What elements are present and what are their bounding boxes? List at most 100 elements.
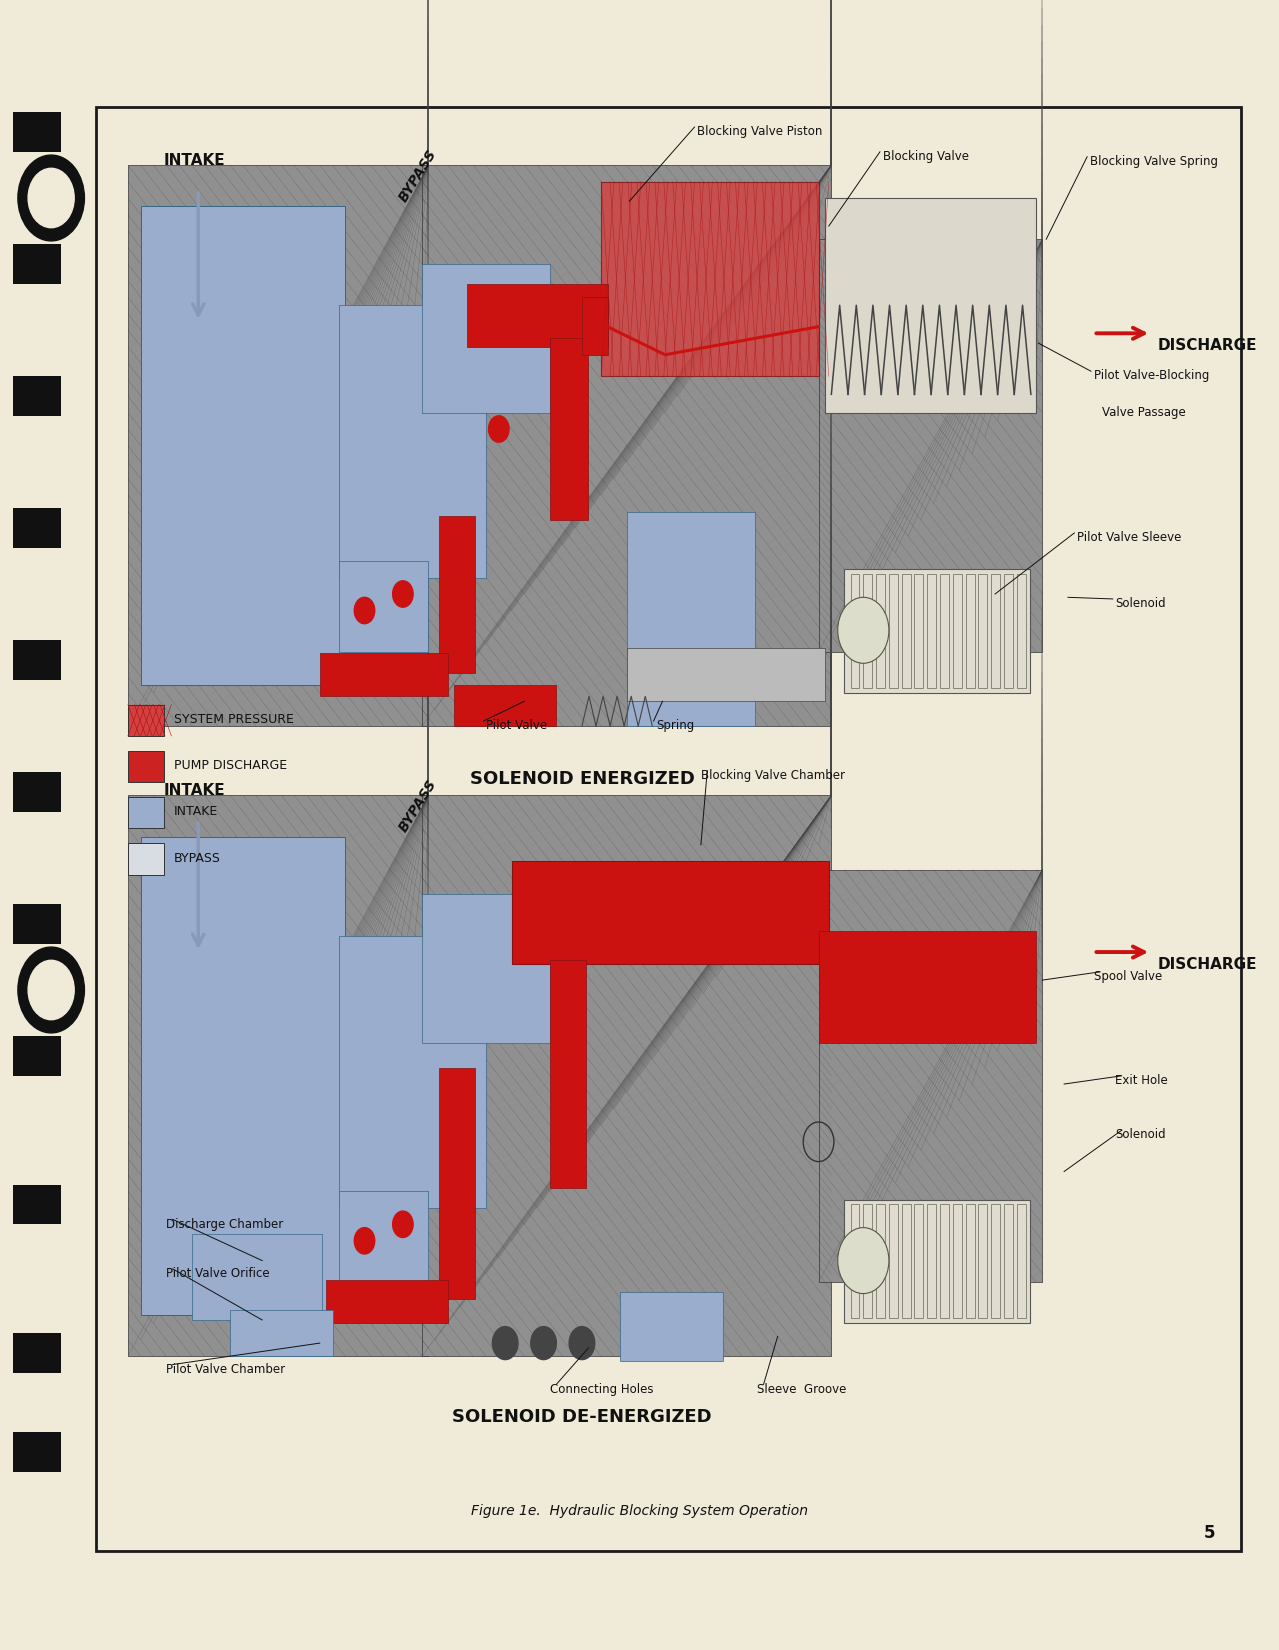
Bar <box>914 1204 923 1318</box>
Bar <box>940 574 949 688</box>
Text: INTAKE: INTAKE <box>174 805 219 818</box>
Bar <box>1004 574 1013 688</box>
Bar <box>620 1292 723 1361</box>
Bar <box>128 165 428 726</box>
Bar <box>230 1310 333 1356</box>
Bar <box>940 1204 949 1318</box>
Bar <box>13 112 61 152</box>
Text: Pilot Valve: Pilot Valve <box>486 719 547 733</box>
Bar <box>339 936 486 1208</box>
Bar <box>902 574 911 688</box>
Text: Discharge Chamber: Discharge Chamber <box>166 1218 284 1231</box>
Text: PUMP DISCHARGE: PUMP DISCHARGE <box>174 759 286 772</box>
Text: INTAKE: INTAKE <box>164 784 225 799</box>
Text: Blocking Valve Chamber: Blocking Valve Chamber <box>701 769 845 782</box>
Text: Pilot Valve Orifice: Pilot Valve Orifice <box>166 1267 270 1280</box>
Bar <box>876 574 885 688</box>
Bar <box>192 1234 322 1320</box>
Bar <box>1004 1204 1013 1318</box>
Circle shape <box>489 416 509 442</box>
Bar <box>851 574 859 688</box>
Circle shape <box>838 597 889 663</box>
Text: Pilot Valve-Blocking: Pilot Valve-Blocking <box>1094 370 1209 383</box>
Bar <box>13 376 61 416</box>
Bar <box>851 1204 859 1318</box>
Bar <box>927 574 936 688</box>
Text: Blocking Valve Piston: Blocking Valve Piston <box>697 125 822 139</box>
Bar <box>627 648 825 701</box>
Text: BYPASS: BYPASS <box>396 147 440 205</box>
Circle shape <box>18 947 84 1033</box>
Bar <box>13 1036 61 1076</box>
Bar <box>819 931 1036 1043</box>
Bar <box>1017 574 1026 688</box>
Bar <box>141 206 345 685</box>
Text: Pilot Valve Sleeve: Pilot Valve Sleeve <box>1077 531 1182 545</box>
Bar <box>454 685 556 726</box>
Bar <box>953 574 962 688</box>
Bar <box>550 960 586 1188</box>
Bar <box>339 561 428 652</box>
Circle shape <box>838 1228 889 1294</box>
Text: Spring: Spring <box>656 719 694 733</box>
Text: Sleeve  Groove: Sleeve Groove <box>757 1383 847 1396</box>
Circle shape <box>354 1228 375 1254</box>
Text: INTAKE: INTAKE <box>164 153 225 168</box>
Bar <box>889 1204 898 1318</box>
Bar <box>966 1204 975 1318</box>
Bar <box>825 198 1036 412</box>
Bar <box>978 1204 987 1318</box>
Bar <box>13 772 61 812</box>
Bar <box>13 508 61 548</box>
Bar <box>601 182 819 376</box>
Text: Solenoid: Solenoid <box>1115 1129 1166 1142</box>
Bar <box>582 297 608 355</box>
Text: SYSTEM PRESSURE: SYSTEM PRESSURE <box>174 713 294 726</box>
Bar <box>627 512 755 726</box>
Bar <box>422 894 550 1043</box>
Bar <box>550 338 588 520</box>
Circle shape <box>354 597 375 624</box>
Circle shape <box>492 1327 518 1360</box>
Text: SOLENOID ENERGIZED: SOLENOID ENERGIZED <box>469 771 694 787</box>
Bar <box>13 640 61 680</box>
Circle shape <box>569 1327 595 1360</box>
Bar <box>422 165 831 726</box>
Bar <box>914 574 923 688</box>
Bar <box>320 653 448 696</box>
Bar <box>889 574 898 688</box>
Circle shape <box>531 1327 556 1360</box>
Text: Valve Passage: Valve Passage <box>1102 406 1186 419</box>
Bar <box>13 244 61 284</box>
Text: SOLENOID DE-ENERGIZED: SOLENOID DE-ENERGIZED <box>453 1409 711 1426</box>
Bar <box>991 574 1000 688</box>
Text: BYPASS: BYPASS <box>174 851 221 865</box>
Text: Exit Hole: Exit Hole <box>1115 1074 1168 1087</box>
Circle shape <box>18 155 84 241</box>
Text: Spool Valve: Spool Valve <box>1094 970 1161 983</box>
Text: Pilot Valve Chamber: Pilot Valve Chamber <box>166 1363 285 1376</box>
Text: Blocking Valve Spring: Blocking Valve Spring <box>1090 155 1218 168</box>
Bar <box>863 574 872 688</box>
Bar <box>439 1068 475 1299</box>
Bar <box>439 516 475 673</box>
Bar <box>844 569 1030 693</box>
Text: BYPASS: BYPASS <box>396 777 440 835</box>
Bar <box>128 705 164 736</box>
Bar <box>902 1204 911 1318</box>
Bar <box>422 795 831 1356</box>
Bar <box>876 1204 885 1318</box>
Bar <box>13 904 61 944</box>
Bar <box>128 795 428 1356</box>
Bar <box>512 861 829 964</box>
Bar <box>1017 1204 1026 1318</box>
Bar <box>966 574 975 688</box>
Bar <box>13 1333 61 1373</box>
Bar <box>326 1280 448 1323</box>
Text: DISCHARGE: DISCHARGE <box>1157 957 1257 972</box>
Bar <box>844 1200 1030 1323</box>
Circle shape <box>393 1211 413 1238</box>
Text: Figure 1e.  Hydraulic Blocking System Operation: Figure 1e. Hydraulic Blocking System Ope… <box>471 1503 808 1518</box>
Text: DISCHARGE: DISCHARGE <box>1157 338 1257 353</box>
Text: Blocking Valve: Blocking Valve <box>883 150 968 163</box>
